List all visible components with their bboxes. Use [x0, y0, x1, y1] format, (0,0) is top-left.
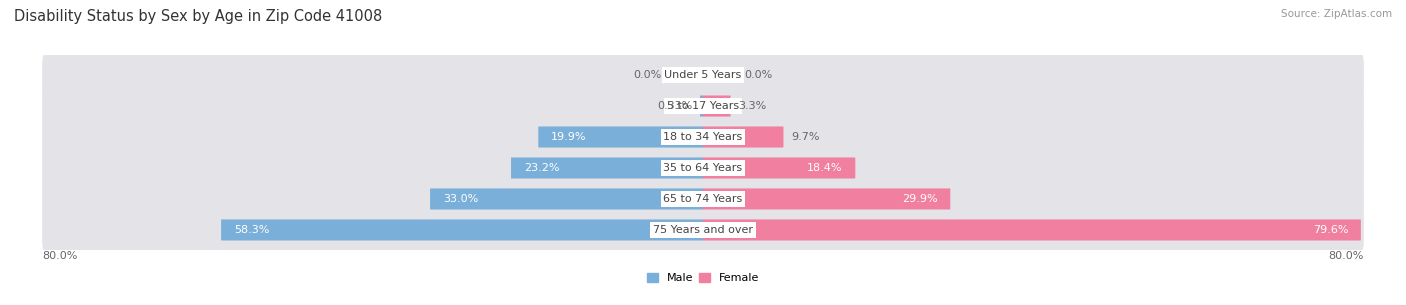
Text: 3.3%: 3.3%	[738, 101, 766, 111]
FancyBboxPatch shape	[42, 209, 1364, 251]
FancyBboxPatch shape	[510, 157, 703, 178]
Text: 29.9%: 29.9%	[903, 194, 938, 204]
Text: 0.0%: 0.0%	[744, 70, 772, 80]
Text: 58.3%: 58.3%	[233, 225, 269, 235]
Text: 80.0%: 80.0%	[1329, 251, 1364, 261]
Text: 65 to 74 Years: 65 to 74 Years	[664, 194, 742, 204]
FancyBboxPatch shape	[42, 178, 1364, 220]
FancyBboxPatch shape	[42, 116, 1364, 158]
Text: 9.7%: 9.7%	[792, 132, 820, 142]
Text: 5 to 17 Years: 5 to 17 Years	[666, 101, 740, 111]
Legend: Male, Female: Male, Female	[643, 268, 763, 288]
Text: Source: ZipAtlas.com: Source: ZipAtlas.com	[1281, 9, 1392, 19]
Text: 18 to 34 Years: 18 to 34 Years	[664, 132, 742, 142]
FancyBboxPatch shape	[703, 188, 950, 210]
Text: Disability Status by Sex by Age in Zip Code 41008: Disability Status by Sex by Age in Zip C…	[14, 9, 382, 24]
Text: 23.2%: 23.2%	[524, 163, 560, 173]
Text: 75 Years and over: 75 Years and over	[652, 225, 754, 235]
FancyBboxPatch shape	[703, 219, 1361, 241]
FancyBboxPatch shape	[703, 127, 783, 148]
FancyBboxPatch shape	[42, 147, 1364, 189]
Text: 79.6%: 79.6%	[1313, 225, 1348, 235]
FancyBboxPatch shape	[42, 54, 1364, 96]
FancyBboxPatch shape	[42, 85, 1364, 127]
Text: 0.33%: 0.33%	[657, 101, 692, 111]
Text: 18.4%: 18.4%	[807, 163, 842, 173]
FancyBboxPatch shape	[700, 95, 703, 117]
Text: Under 5 Years: Under 5 Years	[665, 70, 741, 80]
FancyBboxPatch shape	[430, 188, 703, 210]
Text: 35 to 64 Years: 35 to 64 Years	[664, 163, 742, 173]
FancyBboxPatch shape	[221, 219, 703, 241]
Text: 0.0%: 0.0%	[634, 70, 662, 80]
FancyBboxPatch shape	[703, 157, 855, 178]
Text: 19.9%: 19.9%	[551, 132, 586, 142]
Text: 33.0%: 33.0%	[443, 194, 478, 204]
FancyBboxPatch shape	[703, 95, 731, 117]
Text: 80.0%: 80.0%	[42, 251, 77, 261]
FancyBboxPatch shape	[538, 127, 703, 148]
